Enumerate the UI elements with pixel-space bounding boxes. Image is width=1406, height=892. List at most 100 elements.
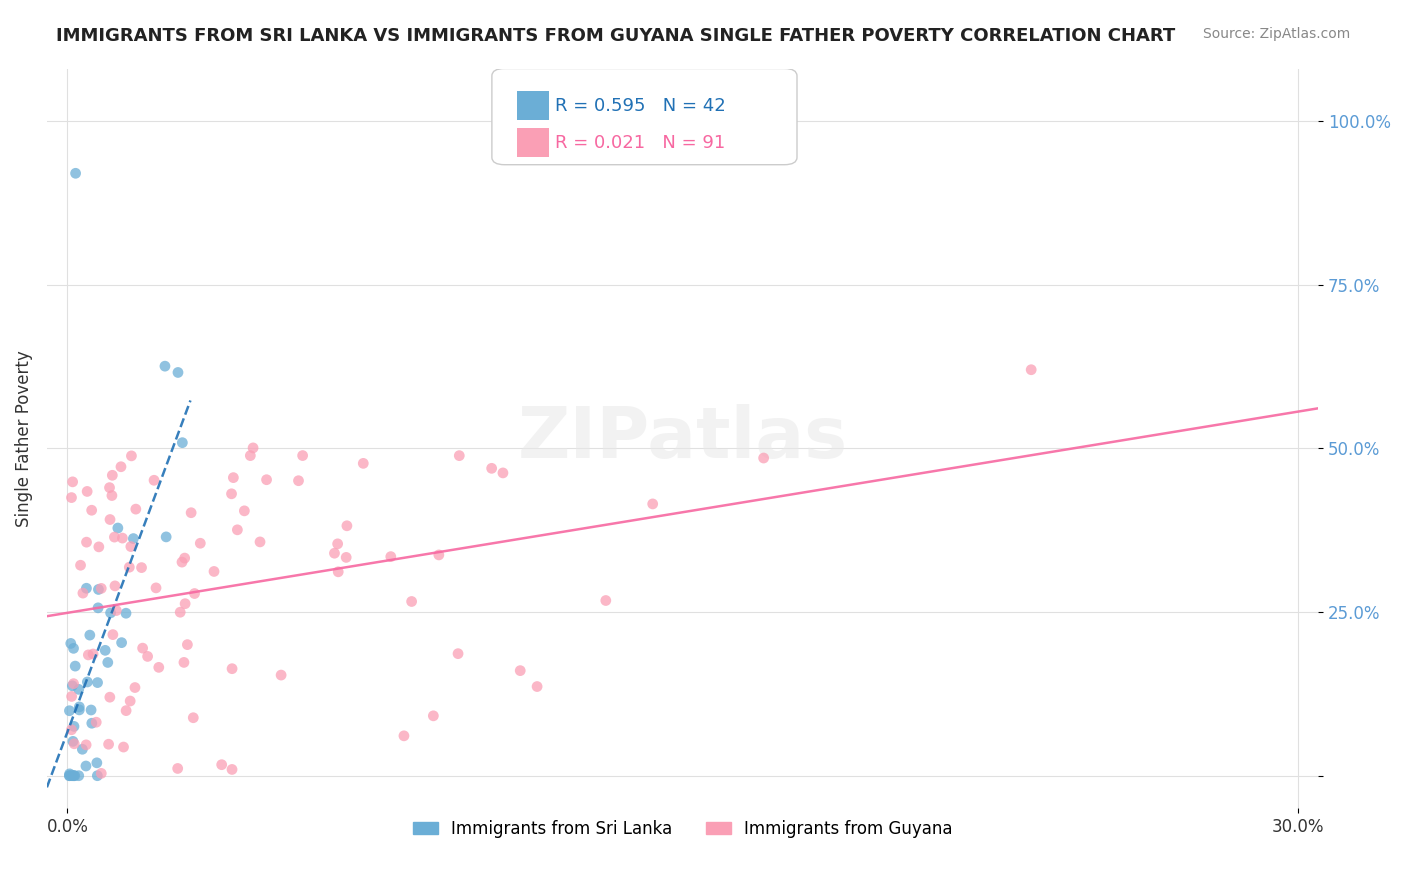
Point bbox=[110, 459, 132, 474]
Point bbox=[422, 708, 444, 723]
Point bbox=[122, 532, 145, 546]
Point bbox=[752, 450, 775, 465]
Point bbox=[392, 729, 415, 743]
Point bbox=[112, 739, 135, 754]
Point bbox=[65, 166, 87, 180]
Point bbox=[60, 679, 83, 693]
Point bbox=[380, 549, 402, 564]
Point bbox=[58, 769, 80, 783]
Point bbox=[287, 474, 309, 488]
Point bbox=[76, 535, 98, 549]
Point bbox=[291, 449, 314, 463]
Legend: Immigrants from Sri Lanka, Immigrants from Guyana: Immigrants from Sri Lanka, Immigrants fr… bbox=[406, 814, 959, 845]
Point bbox=[87, 600, 110, 615]
Point bbox=[87, 540, 110, 554]
Point bbox=[94, 643, 117, 657]
Point bbox=[100, 606, 122, 620]
Point bbox=[98, 690, 121, 705]
Point bbox=[103, 530, 125, 544]
Point bbox=[173, 551, 195, 566]
Point bbox=[125, 502, 148, 516]
Point bbox=[136, 649, 159, 664]
Point bbox=[153, 359, 176, 374]
Point bbox=[166, 762, 188, 776]
Point bbox=[221, 662, 243, 676]
Point bbox=[80, 703, 103, 717]
Text: R = 0.021   N = 91: R = 0.021 N = 91 bbox=[555, 134, 725, 152]
Point bbox=[67, 699, 90, 714]
Text: ZIPatlas: ZIPatlas bbox=[517, 404, 848, 473]
Point bbox=[233, 504, 256, 518]
Point bbox=[75, 759, 97, 773]
Point bbox=[90, 582, 112, 596]
Point bbox=[65, 659, 87, 673]
Point bbox=[101, 489, 124, 503]
Point bbox=[176, 638, 198, 652]
Point bbox=[62, 641, 84, 656]
Point bbox=[62, 676, 84, 690]
Point bbox=[72, 586, 94, 600]
Point bbox=[77, 648, 100, 662]
Point bbox=[143, 473, 166, 487]
Point bbox=[641, 497, 664, 511]
Point bbox=[111, 531, 134, 545]
Point bbox=[526, 680, 548, 694]
Point bbox=[326, 537, 349, 551]
Point bbox=[401, 594, 423, 608]
Point bbox=[183, 586, 205, 600]
Text: R = 0.595   N = 42: R = 0.595 N = 42 bbox=[555, 96, 725, 114]
Point bbox=[110, 635, 132, 649]
Point bbox=[104, 579, 127, 593]
Point bbox=[115, 606, 138, 620]
Point bbox=[242, 441, 264, 455]
Bar bbox=[517, 128, 550, 157]
Point bbox=[59, 636, 82, 650]
Point bbox=[105, 603, 128, 617]
Point bbox=[169, 605, 191, 619]
Point bbox=[79, 628, 101, 642]
Point bbox=[336, 518, 359, 533]
Point bbox=[87, 582, 110, 597]
Point bbox=[120, 694, 142, 708]
Point bbox=[72, 742, 94, 756]
Point bbox=[180, 506, 202, 520]
Point bbox=[90, 766, 112, 780]
Point bbox=[595, 593, 617, 607]
Point bbox=[211, 757, 233, 772]
Point bbox=[115, 704, 138, 718]
Point bbox=[62, 734, 84, 748]
Point bbox=[63, 769, 86, 783]
Point bbox=[118, 560, 141, 574]
Point bbox=[124, 681, 146, 695]
Point bbox=[98, 512, 121, 526]
Point bbox=[174, 597, 197, 611]
Point bbox=[59, 767, 82, 781]
Point bbox=[101, 627, 124, 641]
Point bbox=[221, 487, 243, 501]
Bar bbox=[517, 91, 550, 120]
Point bbox=[181, 711, 204, 725]
Point bbox=[323, 546, 346, 560]
Point bbox=[226, 523, 249, 537]
Point bbox=[67, 682, 90, 697]
Point bbox=[86, 769, 108, 783]
Point bbox=[249, 535, 271, 549]
Point bbox=[509, 664, 531, 678]
Point bbox=[63, 769, 86, 783]
Point bbox=[447, 647, 470, 661]
Point bbox=[101, 468, 124, 483]
Point bbox=[172, 435, 194, 450]
Point bbox=[239, 449, 262, 463]
Text: IMMIGRANTS FROM SRI LANKA VS IMMIGRANTS FROM GUYANA SINGLE FATHER POVERTY CORREL: IMMIGRANTS FROM SRI LANKA VS IMMIGRANTS … bbox=[56, 27, 1175, 45]
Point bbox=[120, 449, 142, 463]
Point bbox=[170, 555, 193, 569]
Point bbox=[120, 540, 142, 554]
FancyBboxPatch shape bbox=[492, 69, 797, 165]
Point bbox=[328, 565, 350, 579]
Point bbox=[58, 769, 80, 783]
Point bbox=[270, 668, 292, 682]
Point bbox=[492, 466, 515, 480]
Point bbox=[69, 558, 91, 573]
Point bbox=[75, 738, 97, 752]
Point bbox=[427, 548, 450, 562]
